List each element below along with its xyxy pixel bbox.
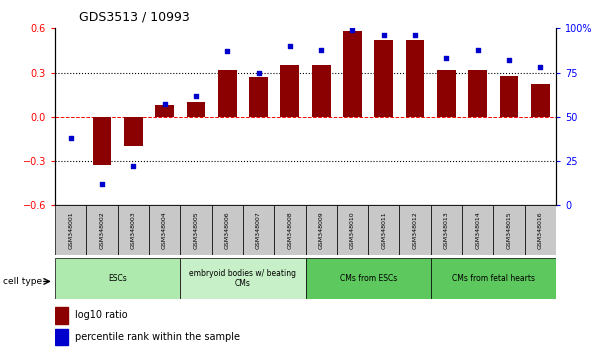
Bar: [306, 258, 431, 299]
Text: GSM348002: GSM348002: [100, 211, 104, 249]
Text: embryoid bodies w/ beating
CMs: embryoid bodies w/ beating CMs: [189, 269, 296, 289]
Point: [535, 64, 545, 70]
Point: [348, 27, 357, 33]
Point: [254, 70, 263, 75]
Bar: [55, 329, 68, 345]
Bar: [55, 258, 180, 299]
Point: [159, 102, 169, 107]
Text: GSM348015: GSM348015: [507, 211, 511, 249]
Point: [442, 56, 452, 61]
Bar: [249, 77, 268, 117]
Point: [316, 47, 326, 52]
Bar: [493, 205, 525, 255]
Text: GSM348013: GSM348013: [444, 211, 449, 249]
Bar: [437, 70, 456, 117]
Point: [222, 48, 232, 54]
Text: GSM348008: GSM348008: [287, 211, 292, 249]
Text: GSM348004: GSM348004: [162, 211, 167, 249]
Bar: [343, 31, 362, 117]
Text: CMs from fetal hearts: CMs from fetal hearts: [452, 274, 535, 283]
Bar: [186, 102, 205, 117]
Text: GSM348012: GSM348012: [412, 211, 417, 249]
Bar: [431, 258, 556, 299]
Bar: [149, 205, 180, 255]
Bar: [462, 205, 494, 255]
Bar: [117, 205, 149, 255]
Text: GSM348011: GSM348011: [381, 211, 386, 249]
Bar: [55, 307, 68, 324]
Text: GSM348009: GSM348009: [319, 211, 324, 249]
Point: [473, 47, 483, 52]
Point: [410, 33, 420, 38]
Bar: [243, 205, 274, 255]
Bar: [400, 205, 431, 255]
Bar: [312, 65, 331, 117]
Bar: [86, 205, 117, 255]
Bar: [375, 40, 393, 117]
Point: [504, 57, 514, 63]
Text: GSM348003: GSM348003: [131, 211, 136, 249]
Text: cell type: cell type: [3, 277, 42, 286]
Bar: [368, 205, 400, 255]
Bar: [469, 70, 487, 117]
Bar: [211, 205, 243, 255]
Text: GSM348010: GSM348010: [350, 211, 355, 249]
Bar: [406, 40, 425, 117]
Bar: [431, 205, 462, 255]
Text: GSM348014: GSM348014: [475, 211, 480, 249]
Bar: [280, 65, 299, 117]
Bar: [155, 105, 174, 117]
Bar: [274, 205, 306, 255]
Bar: [525, 205, 556, 255]
Bar: [500, 75, 518, 117]
Point: [379, 33, 389, 38]
Point: [66, 135, 76, 141]
Point: [285, 43, 295, 49]
Bar: [180, 258, 306, 299]
Text: percentile rank within the sample: percentile rank within the sample: [75, 332, 240, 342]
Bar: [306, 205, 337, 255]
Text: GSM348005: GSM348005: [194, 211, 199, 249]
Bar: [124, 117, 143, 146]
Text: ESCs: ESCs: [108, 274, 127, 283]
Bar: [218, 70, 236, 117]
Bar: [337, 205, 368, 255]
Text: CMs from ESCs: CMs from ESCs: [340, 274, 397, 283]
Text: GSM348007: GSM348007: [256, 211, 261, 249]
Point: [97, 181, 107, 187]
Text: GSM348006: GSM348006: [225, 211, 230, 249]
Text: log10 ratio: log10 ratio: [75, 310, 128, 320]
Text: GSM348016: GSM348016: [538, 211, 543, 249]
Text: GSM348001: GSM348001: [68, 211, 73, 249]
Point: [128, 164, 138, 169]
Point: [191, 93, 201, 98]
Bar: [531, 84, 550, 117]
Text: GDS3513 / 10993: GDS3513 / 10993: [79, 11, 190, 24]
Bar: [93, 117, 111, 166]
Bar: [55, 205, 86, 255]
Bar: [180, 205, 211, 255]
